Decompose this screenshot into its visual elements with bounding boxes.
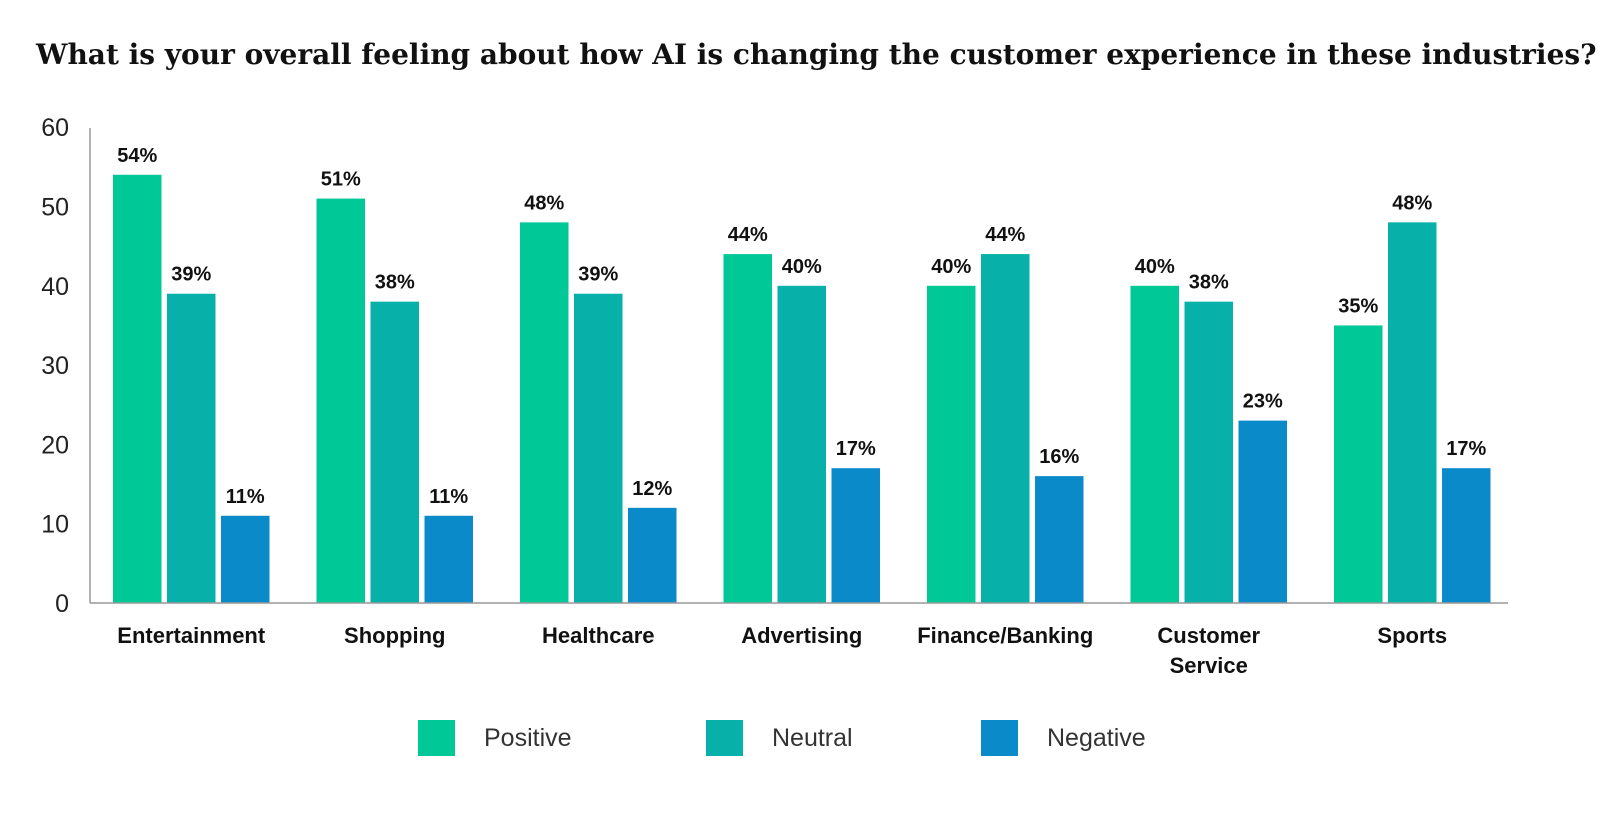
- legend-swatch: [418, 720, 455, 756]
- bar-positive: [113, 174, 162, 603]
- x-tick-label: Service: [1170, 653, 1248, 678]
- bar-positive: [1130, 285, 1179, 603]
- data-label: 23%: [1243, 391, 1283, 413]
- chart-title: What is your overall feeling about how A…: [36, 38, 1597, 71]
- bar-neutral: [1388, 222, 1437, 604]
- data-label: 11%: [226, 486, 265, 508]
- data-label: 12%: [632, 478, 672, 500]
- bar-negative: [1035, 476, 1084, 603]
- bar-neutral: [981, 254, 1030, 603]
- data-label: 40%: [931, 256, 971, 278]
- y-tick-label: 20: [41, 431, 69, 459]
- data-label: 17%: [1446, 438, 1486, 460]
- data-label: 16%: [1039, 446, 1079, 468]
- data-label: 39%: [578, 264, 618, 286]
- data-label: 39%: [171, 264, 211, 286]
- bar-negative: [831, 468, 880, 603]
- data-label: 48%: [1392, 192, 1432, 214]
- x-tick-label: Advertising: [741, 623, 862, 648]
- y-tick-label: 40: [41, 273, 69, 301]
- bar-negative: [628, 507, 677, 603]
- x-tick-label: Customer: [1157, 623, 1260, 648]
- data-label: 40%: [782, 256, 822, 278]
- data-label: 17%: [836, 438, 876, 460]
- bar-neutral: [167, 293, 216, 603]
- bar-positive: [927, 285, 976, 603]
- y-tick-label: 30: [41, 352, 69, 380]
- bar-negative: [1238, 420, 1287, 603]
- x-tick-label: Finance/Banking: [917, 623, 1093, 648]
- data-label: 48%: [524, 192, 564, 214]
- y-axis: 0 10 20 30 40 50 60: [41, 114, 91, 618]
- x-tick-label: Sports: [1377, 623, 1447, 648]
- bar-positive: [520, 222, 569, 604]
- x-tick-label: Healthcare: [542, 623, 655, 648]
- x-tick-label: Entertainment: [117, 623, 266, 648]
- bar-negative: [424, 515, 473, 603]
- data-label: 11%: [429, 486, 468, 508]
- y-tick-label: 0: [55, 590, 69, 618]
- legend-item-neutral: Neutral: [706, 720, 853, 756]
- bar-positive: [1334, 325, 1383, 603]
- legend-label: Neutral: [772, 724, 853, 752]
- legend-swatch: [706, 720, 743, 756]
- data-label: 35%: [1338, 295, 1378, 317]
- data-label: 44%: [985, 224, 1025, 246]
- data-labels: 54% 51% 48% 44% 40% 40% 35% 39% 38% 39% 40% 44% 38% 4…: [117, 145, 1486, 508]
- bar-positive: [316, 198, 365, 603]
- bar-neutral: [777, 285, 826, 603]
- legend-item-positive: Positive: [418, 720, 572, 756]
- data-label: 54%: [117, 145, 157, 167]
- bar-neutral: [1184, 301, 1233, 603]
- legend-label: Negative: [1047, 724, 1146, 752]
- data-label: 38%: [1189, 272, 1229, 294]
- y-tick-label: 10: [41, 511, 69, 539]
- bars: [113, 174, 1491, 604]
- y-tick-label: 50: [41, 194, 69, 222]
- x-axis: Entertainment Shopping Healthcare Advertisi…: [90, 602, 1508, 678]
- data-label: 40%: [1135, 256, 1175, 278]
- legend-item-negative: Negative: [981, 720, 1146, 756]
- legend: Positive Neutral Negative: [418, 720, 1146, 756]
- bar-negative: [221, 515, 270, 603]
- legend-swatch: [981, 720, 1018, 756]
- bar-positive: [723, 254, 772, 603]
- data-label: 44%: [728, 224, 768, 246]
- data-label: 51%: [321, 169, 361, 191]
- y-tick-label: 60: [41, 114, 69, 142]
- x-tick-label: Shopping: [344, 623, 445, 648]
- bar-neutral: [574, 293, 623, 603]
- bar-negative: [1442, 468, 1491, 603]
- bar-neutral: [370, 301, 419, 603]
- data-label: 38%: [375, 272, 415, 294]
- legend-label: Positive: [484, 724, 572, 752]
